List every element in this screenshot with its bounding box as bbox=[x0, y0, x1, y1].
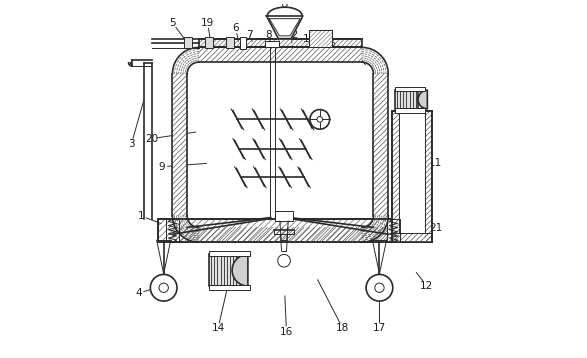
Bar bbox=[184, 37, 192, 48]
Wedge shape bbox=[418, 90, 427, 109]
Bar bbox=[387, 219, 400, 242]
Bar bbox=[205, 37, 213, 48]
Bar bbox=[395, 90, 418, 109]
Text: 8: 8 bbox=[266, 30, 272, 40]
Bar bbox=[158, 219, 425, 242]
Bar bbox=[173, 74, 187, 216]
Text: 14: 14 bbox=[211, 323, 225, 333]
Text: 11: 11 bbox=[429, 158, 442, 168]
Text: 3: 3 bbox=[128, 139, 135, 149]
Text: 16: 16 bbox=[280, 326, 293, 337]
Bar bbox=[210, 255, 246, 286]
Bar bbox=[210, 285, 249, 290]
Wedge shape bbox=[232, 255, 248, 286]
Circle shape bbox=[282, 2, 287, 7]
Bar bbox=[240, 37, 247, 49]
Text: 5: 5 bbox=[169, 18, 176, 28]
Bar bbox=[227, 37, 234, 48]
Circle shape bbox=[317, 117, 323, 122]
Polygon shape bbox=[266, 16, 303, 39]
Text: 9: 9 bbox=[158, 162, 166, 172]
Circle shape bbox=[278, 255, 291, 267]
Bar bbox=[199, 47, 362, 62]
Bar bbox=[309, 30, 332, 47]
Text: 4: 4 bbox=[135, 288, 141, 298]
Bar bbox=[392, 111, 432, 242]
Circle shape bbox=[150, 275, 177, 301]
Bar bbox=[373, 74, 388, 216]
Text: 17: 17 bbox=[373, 323, 386, 333]
Bar bbox=[395, 87, 425, 91]
Text: 7: 7 bbox=[247, 30, 253, 40]
Text: 2: 2 bbox=[274, 21, 281, 32]
Bar bbox=[395, 108, 425, 113]
Text: A: A bbox=[353, 49, 360, 59]
Bar bbox=[309, 30, 332, 47]
Text: 18: 18 bbox=[336, 323, 349, 333]
Text: 21: 21 bbox=[429, 223, 442, 233]
Circle shape bbox=[366, 275, 393, 301]
Bar bbox=[265, 41, 279, 47]
Text: 20: 20 bbox=[145, 134, 158, 144]
Bar bbox=[158, 219, 425, 242]
Bar bbox=[210, 251, 249, 256]
Text: 22: 22 bbox=[285, 30, 298, 40]
Text: 13: 13 bbox=[323, 43, 337, 52]
Bar bbox=[166, 219, 178, 242]
Text: 1: 1 bbox=[137, 211, 144, 221]
Text: 6: 6 bbox=[232, 23, 239, 33]
Bar bbox=[392, 233, 432, 242]
Bar bbox=[275, 211, 293, 221]
Text: 19: 19 bbox=[201, 18, 214, 28]
Bar bbox=[199, 39, 362, 47]
Text: 10: 10 bbox=[303, 34, 316, 44]
Text: 12: 12 bbox=[420, 281, 433, 291]
